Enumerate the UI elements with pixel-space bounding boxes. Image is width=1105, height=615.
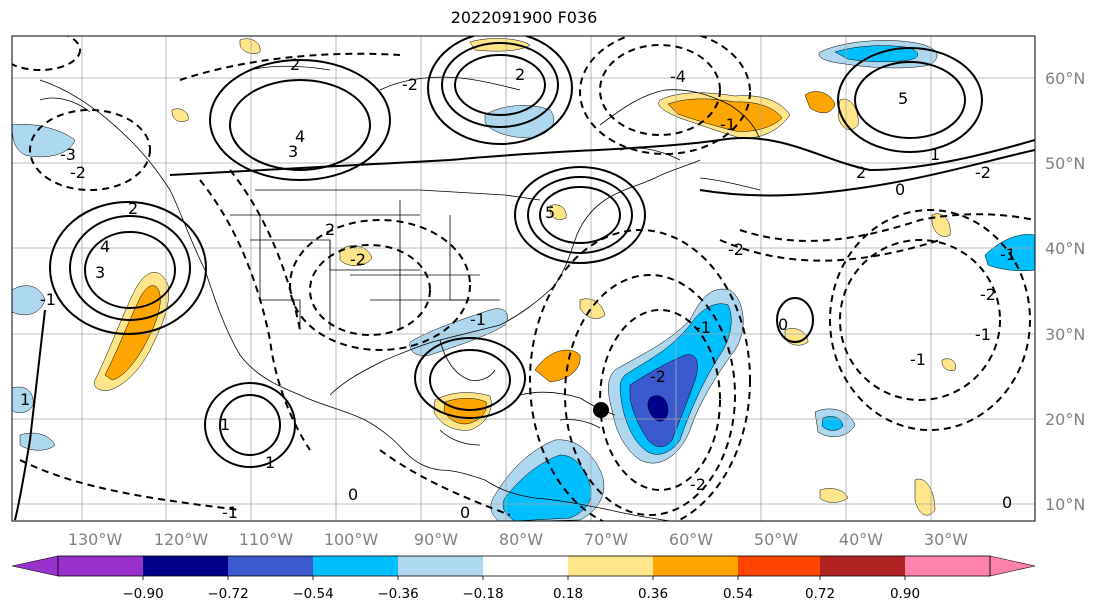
contour-label: -3 bbox=[60, 145, 76, 164]
colorbar-tick-label: 0.18 bbox=[553, 586, 583, 602]
contour-label: 1 bbox=[265, 453, 275, 472]
contour-label: 5 bbox=[898, 89, 908, 108]
contour-label: -2 bbox=[402, 75, 418, 94]
colorbar-tick-label: −0.90 bbox=[122, 586, 163, 602]
contour-label: -1 bbox=[910, 350, 926, 369]
lon-tick-label: 130°W bbox=[68, 530, 123, 549]
colorbar-tick-label: 0.54 bbox=[723, 586, 753, 602]
colorbar-tick-label: −0.18 bbox=[462, 586, 503, 602]
contour-label: -1 bbox=[720, 115, 736, 134]
contour-label: -1 bbox=[470, 310, 486, 329]
contour-label: 1 bbox=[20, 390, 30, 409]
lon-tick-label: 30°W bbox=[924, 530, 968, 549]
colorbar-tick-label: −0.36 bbox=[377, 586, 418, 602]
lat-tick-label: 20°N bbox=[1045, 410, 1085, 429]
storm-position-marker bbox=[593, 402, 609, 418]
contour-label: 2 bbox=[515, 65, 525, 84]
contour-label: 2 bbox=[325, 220, 335, 239]
contour-label: 3 bbox=[288, 142, 298, 161]
contour-label: -2 bbox=[728, 240, 744, 259]
contour-label: 3 bbox=[95, 263, 105, 282]
colorbar-segment bbox=[483, 556, 568, 576]
figure-title: 2022091900 F036 bbox=[450, 8, 598, 27]
lat-tick-label: 10°N bbox=[1045, 495, 1085, 514]
contour-label: -2 bbox=[70, 163, 86, 182]
lon-tick-label: 100°W bbox=[324, 530, 379, 549]
colorbar-segment bbox=[228, 556, 313, 576]
colorbar-segment bbox=[738, 556, 820, 576]
contour-label: 0 bbox=[895, 180, 905, 199]
contour-label: -2 bbox=[980, 285, 996, 304]
lon-tick-label: 90°W bbox=[414, 530, 458, 549]
lon-tick-label: 80°W bbox=[499, 530, 543, 549]
colorbar-segment bbox=[58, 556, 143, 576]
contour-label: 1 bbox=[930, 145, 940, 164]
contour-label: -1 bbox=[222, 503, 238, 522]
colorbar-segment bbox=[398, 556, 483, 576]
longitude-labels: 130°W 120°W 110°W 100°W 90°W 80°W 70°W 6… bbox=[68, 530, 968, 549]
colorbar-tick-label: −0.54 bbox=[292, 586, 333, 602]
colorbar-tick-label: 0.72 bbox=[805, 586, 835, 602]
contour-label: 0 bbox=[348, 485, 358, 504]
positive-contours bbox=[14, 36, 1035, 521]
colorbar-tick-label: 0.90 bbox=[890, 586, 920, 602]
lon-tick-label: 70°W bbox=[584, 530, 628, 549]
colorbar-segment bbox=[905, 556, 990, 576]
contour-label: 0 bbox=[778, 315, 788, 334]
contour-label: 2 bbox=[856, 163, 866, 182]
contour-label: -2 bbox=[690, 475, 706, 494]
contour-label: 4 bbox=[100, 237, 110, 256]
colorbar-segment bbox=[820, 556, 905, 576]
contour-label: 1 bbox=[220, 415, 230, 434]
contour-label: -2 bbox=[975, 163, 991, 182]
colorbar-tick-label: −0.72 bbox=[207, 586, 248, 602]
colorbar-segment bbox=[653, 556, 738, 576]
negative-contours bbox=[12, 36, 1035, 521]
lon-tick-label: 60°W bbox=[669, 530, 713, 549]
contour-label: -1 bbox=[975, 325, 991, 344]
contour-label: 5 bbox=[545, 203, 555, 222]
colorbar-segment bbox=[11, 555, 59, 577]
contour-label: 2 bbox=[290, 55, 300, 74]
lat-tick-label: 40°N bbox=[1045, 239, 1085, 258]
lon-tick-label: 120°W bbox=[154, 530, 209, 549]
latitude-labels: 60°N 50°N 40°N 30°N 20°N 10°N bbox=[1045, 69, 1085, 514]
lat-tick-label: 50°N bbox=[1045, 154, 1085, 173]
contour-label: -2 bbox=[350, 250, 366, 269]
map-frame bbox=[11, 35, 1036, 522]
colorbar-segment bbox=[989, 555, 1036, 577]
colorbar-tick-label: 0.36 bbox=[638, 586, 668, 602]
contour-label: 4 bbox=[295, 127, 305, 146]
colorbar-segment bbox=[568, 556, 653, 576]
contour-label: -1 bbox=[1000, 245, 1016, 264]
contour-label: 2 bbox=[128, 199, 138, 218]
lon-tick-label: 40°W bbox=[839, 530, 883, 549]
lat-tick-label: 60°N bbox=[1045, 69, 1085, 88]
contour-label: -1 bbox=[40, 290, 56, 309]
lon-tick-label: 50°W bbox=[754, 530, 798, 549]
colorbar-segment bbox=[313, 556, 398, 576]
colorbar-segment bbox=[143, 556, 228, 576]
contour-label: 0 bbox=[1002, 493, 1012, 512]
lat-tick-label: 30°N bbox=[1045, 325, 1085, 344]
shaded-anomalies bbox=[12, 38, 1035, 521]
contour-label: -2 bbox=[650, 367, 666, 386]
contour-labels: 3 2 4 3 2 1 0 5 5 4 2 1 2 2 1 1 -2 -1 -1… bbox=[20, 55, 1016, 522]
contour-label: -1 bbox=[695, 318, 711, 337]
map-panel: 3 2 4 3 2 1 0 5 5 4 2 1 2 2 1 1 -2 -1 -1… bbox=[12, 36, 1035, 522]
colorbar: −0.90 −0.72 −0.54 −0.36 −0.18 0.18 0.36 … bbox=[11, 555, 1036, 602]
contour-label: -4 bbox=[670, 67, 686, 86]
contour-label: 0 bbox=[460, 503, 470, 522]
lon-tick-label: 110°W bbox=[239, 530, 294, 549]
